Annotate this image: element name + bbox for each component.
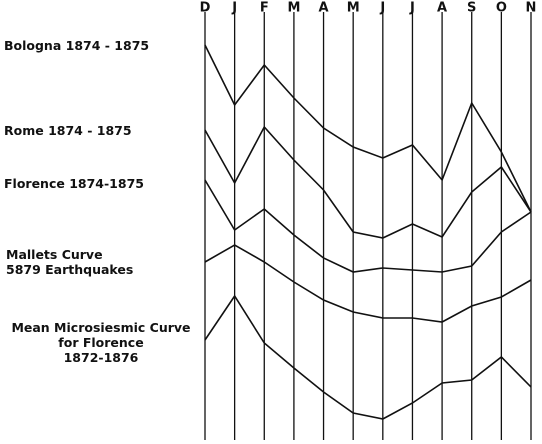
series-line (204, 244, 532, 323)
series-line (204, 179, 532, 273)
x-tick-label: J (379, 1, 385, 16)
series-line (204, 125, 532, 239)
x-tick-label: O (496, 1, 507, 16)
x-tick-label: D (200, 1, 211, 16)
series-line (204, 294, 532, 420)
series-label: Mean Microsiesmic Curve for Florence 187… (11, 320, 191, 365)
series-label: Bologna 1874 - 1875 (4, 38, 150, 53)
x-tick-label: A (319, 1, 329, 16)
x-tick-label: M (287, 1, 300, 16)
series-label: Florence 1874-1875 (4, 176, 144, 191)
series-label: Mallets Curve 5879 Earthquakes (6, 247, 134, 277)
x-tick-label: A (437, 1, 447, 16)
series-label: Rome 1874 - 1875 (4, 123, 132, 138)
x-tick-label: J (409, 1, 415, 16)
x-tick-label: S (467, 1, 476, 16)
x-tick-label: F (260, 1, 269, 16)
x-tick-label: J (231, 1, 237, 16)
x-tick-label: M (347, 1, 360, 16)
series-line (204, 44, 532, 213)
x-tick-label: N (526, 1, 537, 16)
